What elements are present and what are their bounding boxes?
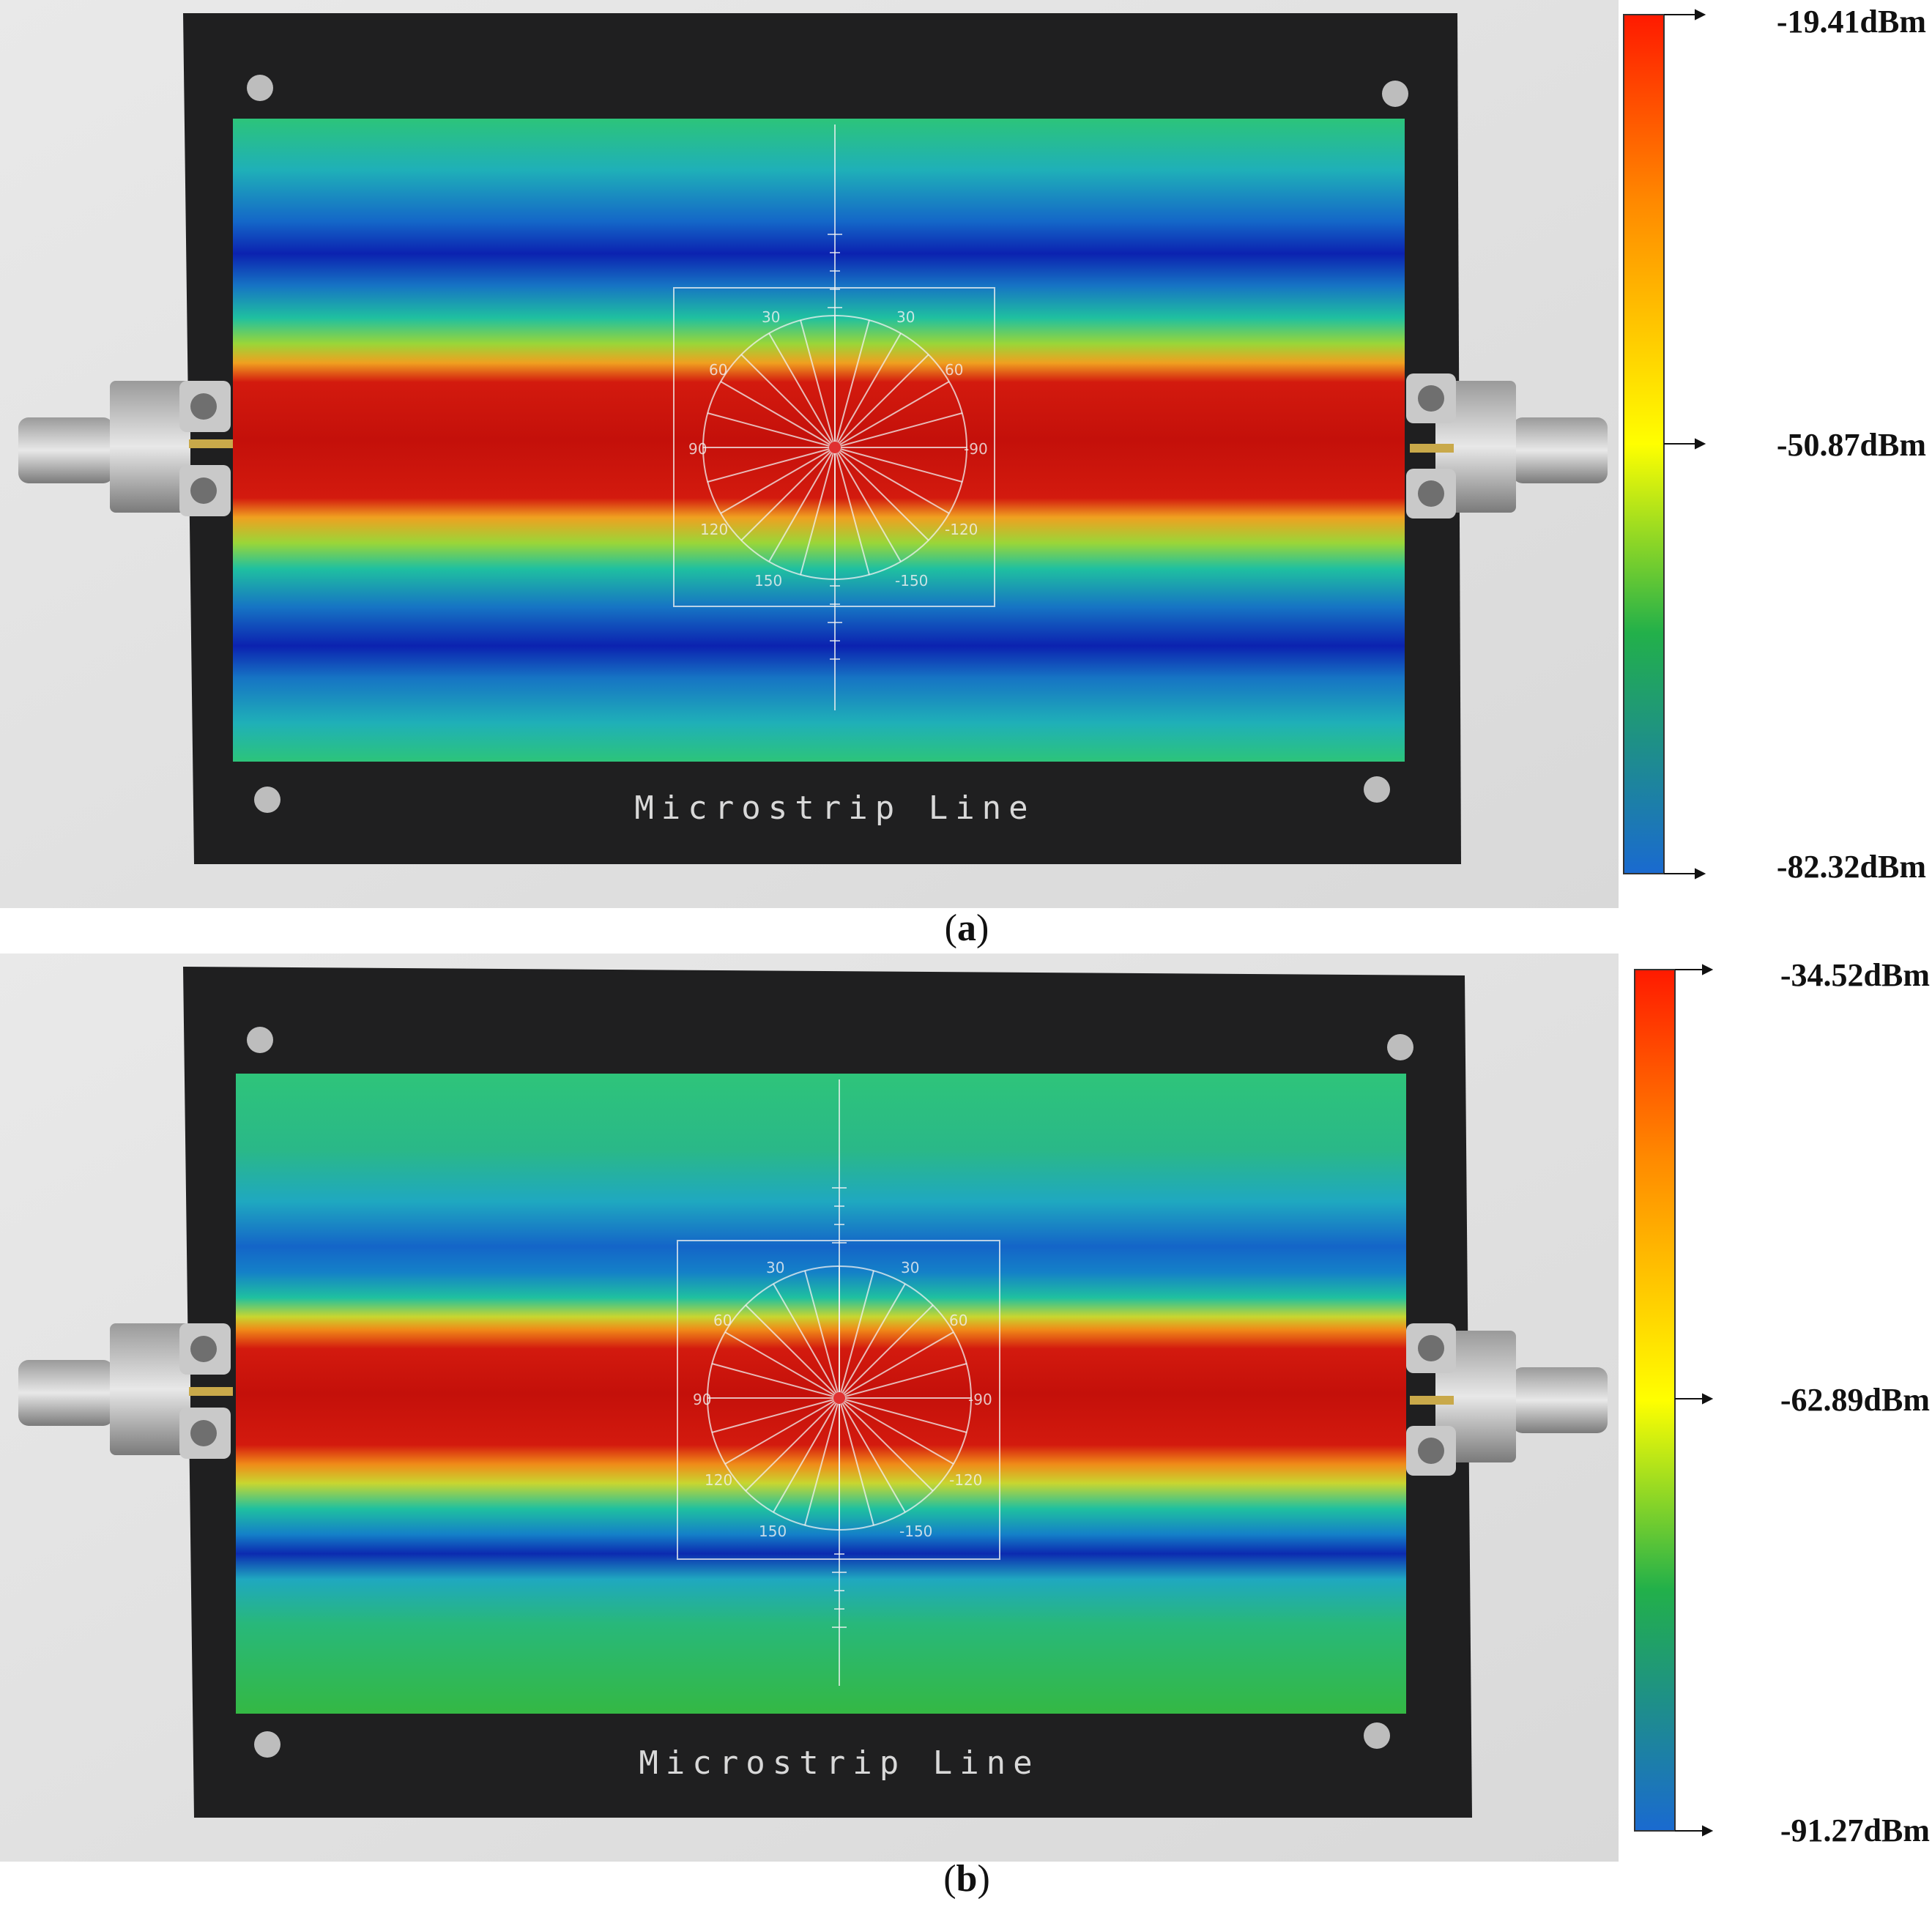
figure-panel-b: 30 60 90 120 150 30 60 -90 -120 -150 Mic… <box>0 954 1932 1862</box>
field-map-photo-a: 30 60 90 120 150 30 60 -90 -120 -150 Mic… <box>0 0 1619 908</box>
figure-panel-a: 30 60 90 120 150 30 60 -90 -120 -150 Mic… <box>0 0 1932 908</box>
reticle-angle-label: 150 <box>754 572 782 590</box>
colorbar-b: -34.52dBm -62.89dBm -91.27dBm <box>1634 957 1930 1848</box>
mounting-hole <box>254 1731 280 1758</box>
colorbar-min-label: -82.32dBm <box>1777 849 1926 885</box>
reticle-angle-label: 60 <box>949 1312 967 1329</box>
mounting-hole <box>1387 1034 1413 1060</box>
reticle-angle-label: 90 <box>693 1391 711 1408</box>
reticle-angle-label: 30 <box>766 1259 784 1276</box>
reticle-angle-label: 120 <box>705 1471 732 1489</box>
reticle-angle-label: -150 <box>899 1523 932 1540</box>
reticle-angle-label: -90 <box>964 440 988 458</box>
colorbar-gradient <box>1634 969 1676 1832</box>
reticle-angle-label: 30 <box>901 1259 919 1276</box>
reticle-angle-label: 30 <box>896 308 915 326</box>
colorbar-max-label: -34.52dBm <box>1780 957 1930 993</box>
mounting-hole <box>1382 81 1408 107</box>
reticle-angle-label: -120 <box>945 521 978 538</box>
reticle-angle-label: -120 <box>949 1471 982 1489</box>
field-heatmap <box>233 119 1405 762</box>
sma-connector-left <box>18 381 233 516</box>
sma-connector-right <box>1406 1323 1608 1476</box>
reticle-angle-label: 120 <box>700 521 728 538</box>
reticle-angle-label: 30 <box>762 308 780 326</box>
reticle-center <box>833 1392 845 1404</box>
subfigure-label-a: (a) <box>944 907 989 949</box>
reticle-ticks <box>828 234 842 660</box>
reticle-angle-label: 60 <box>709 361 727 379</box>
colorbar-a: -19.41dBm -50.87dBm -82.32dBm <box>1623 4 1926 885</box>
sma-connector-right <box>1406 373 1608 518</box>
reticle-ticks <box>832 1187 847 1628</box>
colorbar-ticks <box>1675 964 1714 1837</box>
sma-connector-left <box>18 1323 233 1459</box>
mounting-hole <box>247 75 273 101</box>
board-silkscreen-label: Microstrip Line <box>634 789 1035 827</box>
reticle-angle-label: 60 <box>713 1312 732 1329</box>
mounting-hole <box>1364 1722 1390 1749</box>
colorbar-mid-label: -50.87dBm <box>1777 427 1926 463</box>
reticle-center <box>829 442 841 453</box>
colorbar-ticks <box>1664 9 1706 880</box>
mounting-hole <box>1364 776 1390 803</box>
mounting-hole <box>254 787 280 813</box>
mounting-hole <box>247 1027 273 1053</box>
reticle-angle-label: -150 <box>895 572 928 590</box>
reticle-angle-label: 150 <box>759 1523 787 1540</box>
reticle-angle-label: -90 <box>968 1391 992 1408</box>
reticle-angle-label: 60 <box>945 361 963 379</box>
colorbar-max-label: -19.41dBm <box>1777 4 1926 40</box>
board-silkscreen-label: Microstrip Line <box>639 1744 1039 1782</box>
colorbar-mid-label: -62.89dBm <box>1780 1382 1930 1418</box>
colorbar-min-label: -91.27dBm <box>1780 1813 1930 1848</box>
subfigure-label-b: (b) <box>943 1858 990 1900</box>
colorbar-gradient <box>1623 14 1665 874</box>
field-map-photo-b: 30 60 90 120 150 30 60 -90 -120 -150 Mic… <box>0 954 1619 1862</box>
reticle-angle-label: 90 <box>688 440 707 458</box>
